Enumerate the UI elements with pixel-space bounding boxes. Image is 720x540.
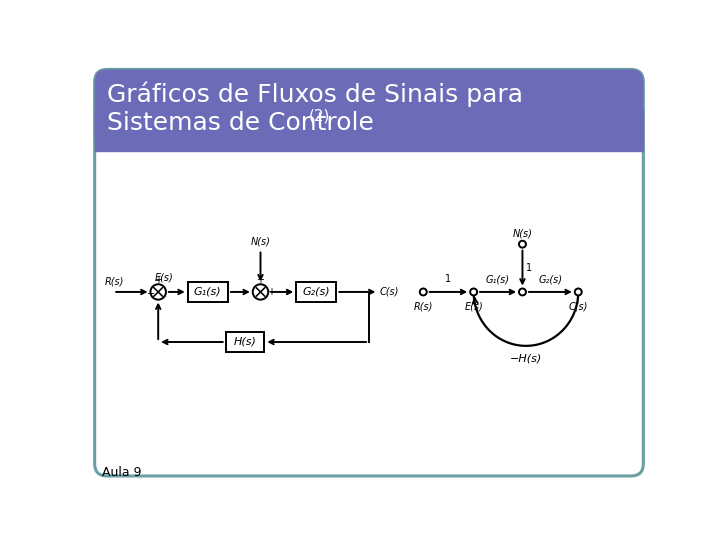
Circle shape (470, 288, 477, 295)
Circle shape (575, 288, 582, 295)
Text: C(s): C(s) (380, 287, 399, 297)
Text: Aula 9: Aula 9 (102, 467, 142, 480)
Text: R(s): R(s) (413, 301, 433, 311)
Circle shape (519, 241, 526, 248)
Text: 1: 1 (446, 274, 451, 284)
FancyBboxPatch shape (296, 282, 336, 302)
FancyBboxPatch shape (188, 282, 228, 302)
Text: C(s): C(s) (569, 301, 588, 311)
Text: H(s): H(s) (233, 337, 256, 347)
Text: G₂(s): G₂(s) (302, 287, 330, 297)
Circle shape (150, 284, 166, 300)
Text: E(s): E(s) (464, 301, 483, 311)
Text: N(s): N(s) (251, 237, 271, 247)
Text: +: + (256, 275, 264, 285)
Text: N(s): N(s) (513, 228, 532, 238)
Circle shape (420, 288, 427, 295)
Text: G₁(s): G₁(s) (194, 287, 222, 297)
Text: G₁(s): G₁(s) (486, 274, 510, 284)
FancyBboxPatch shape (94, 70, 644, 150)
Text: Sistemas de Controle: Sistemas de Controle (107, 111, 382, 136)
Text: +: + (267, 287, 276, 297)
FancyBboxPatch shape (94, 70, 644, 476)
Text: G₂(s): G₂(s) (539, 274, 562, 284)
Text: 1: 1 (526, 263, 533, 273)
Text: −: − (147, 289, 156, 299)
Bar (94, 110, 644, 151)
FancyBboxPatch shape (225, 332, 264, 352)
Text: +: + (154, 275, 162, 285)
Text: −H(s): −H(s) (510, 354, 542, 363)
Circle shape (253, 284, 269, 300)
Text: (2): (2) (309, 108, 330, 123)
Text: R(s): R(s) (105, 276, 125, 287)
Text: Gráficos de Fluxos de Sinais para: Gráficos de Fluxos de Sinais para (107, 82, 523, 107)
Text: E(s): E(s) (155, 273, 174, 283)
Circle shape (519, 288, 526, 295)
